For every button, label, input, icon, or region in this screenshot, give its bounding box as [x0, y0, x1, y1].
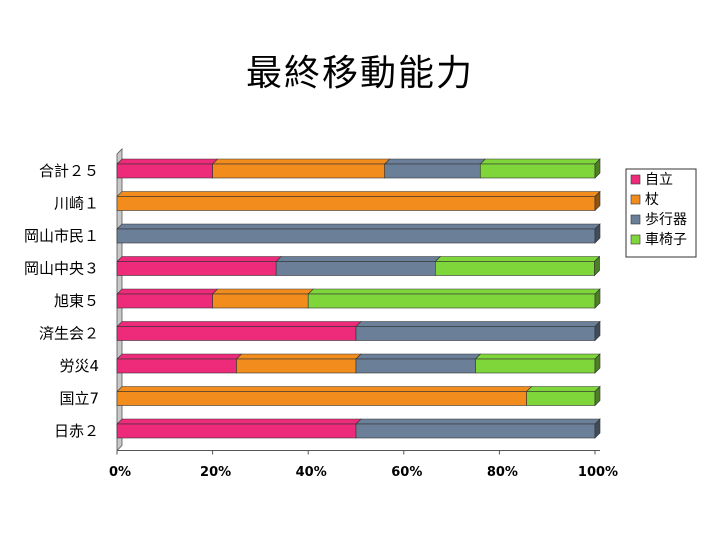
bar-segment-top: [211, 158, 391, 165]
bar-segment-top: [116, 191, 601, 197]
bar-segment: [116, 196, 596, 211]
bar-segment-top: [211, 288, 314, 295]
category-label: 岡山市民１: [24, 227, 99, 245]
legend-label: 自立: [645, 172, 673, 188]
x-tick-labels: 0% 20% 40% 60% 80% 100%: [109, 465, 618, 480]
bar-segment-top: [479, 158, 601, 165]
bar-segment-top: [116, 158, 219, 165]
bar-segment-top: [116, 288, 219, 295]
bar-end-cap: [594, 385, 601, 407]
bar-end-cap: [594, 190, 601, 212]
bar-segment: [116, 391, 527, 406]
category-label: 合計２５: [39, 162, 99, 180]
bar-segment-top: [474, 353, 601, 360]
bar-segment: [355, 326, 596, 341]
x-tick-label: 80%: [487, 465, 518, 480]
bar-segment-top: [383, 158, 487, 165]
bar-segment: [526, 391, 596, 406]
bar-segment-top: [355, 418, 601, 425]
bar-segment: [116, 163, 213, 179]
bar-segment: [307, 293, 596, 309]
bar-segment-top: [275, 256, 442, 262]
category-label: 日赤２: [54, 422, 99, 440]
legend-swatch: [630, 234, 641, 245]
bar-segment-top: [116, 418, 362, 425]
bar-segment: [236, 358, 357, 374]
bar-segment: [212, 163, 385, 179]
bar-end-cap: [594, 158, 601, 179]
bar-segment-top: [116, 256, 282, 262]
bar-end-cap: [594, 353, 601, 374]
bar-segment-top: [434, 256, 601, 262]
bar-end-cap: [594, 223, 601, 244]
bar-segment: [479, 163, 596, 179]
x-tick-label: 20%: [200, 465, 231, 480]
legend-swatch: [630, 214, 641, 225]
category-label: 川崎１: [54, 195, 99, 213]
bar-segment: [116, 423, 357, 439]
chart-bars: [116, 158, 601, 439]
bar-segment: [116, 228, 596, 244]
category-labels: 合計２５ 川崎１ 岡山市民１ 岡山中央３ 旭東５ 済生会２ 労災4 国立7 日赤２: [24, 162, 99, 440]
bar-end-cap: [594, 320, 601, 342]
bar-segment-top: [116, 321, 362, 327]
bar-segment: [116, 358, 237, 374]
bar-segment-top: [116, 223, 601, 230]
category-label: 旭東５: [54, 292, 99, 310]
x-tick-label: 60%: [391, 465, 422, 480]
x-tick-label: 40%: [296, 465, 327, 480]
category-label: 国立7: [59, 390, 99, 408]
x-tick-label: 0%: [109, 465, 131, 480]
page-title: 最終移動能力: [245, 53, 474, 94]
legend-label: 車椅子: [645, 231, 687, 248]
bar-segment: [475, 358, 596, 374]
bar-segment-top: [116, 353, 243, 360]
bar-segment: [116, 293, 213, 309]
bar-segment-top: [235, 353, 362, 360]
bar-end-cap: [594, 255, 600, 277]
bar-segment-top: [116, 386, 533, 392]
x-tick-label: 100%: [578, 465, 618, 480]
bar-segment: [435, 261, 595, 276]
bar-segment: [116, 326, 357, 341]
bar-segment: [275, 261, 436, 276]
legend-swatch: [630, 174, 641, 185]
legend-swatch: [630, 194, 641, 205]
bar-segment: [212, 293, 309, 309]
bar-segment: [355, 423, 596, 439]
bar-end-cap: [594, 288, 601, 309]
bar-segment-top: [355, 353, 482, 360]
category-label: 済生会２: [39, 325, 99, 343]
bar-segment: [355, 358, 476, 374]
bar-segment: [116, 261, 277, 276]
bar-segment-top: [525, 386, 601, 392]
bar-segment: [384, 163, 481, 179]
bar-end-cap: [594, 418, 601, 439]
legend-label: 杖: [645, 192, 659, 208]
legend-label: 歩行器: [645, 212, 687, 228]
category-label: 労災4: [59, 357, 99, 375]
category-label: 岡山中央３: [24, 260, 99, 278]
bar-segment-top: [355, 321, 601, 327]
bar-segment-top: [307, 288, 601, 295]
